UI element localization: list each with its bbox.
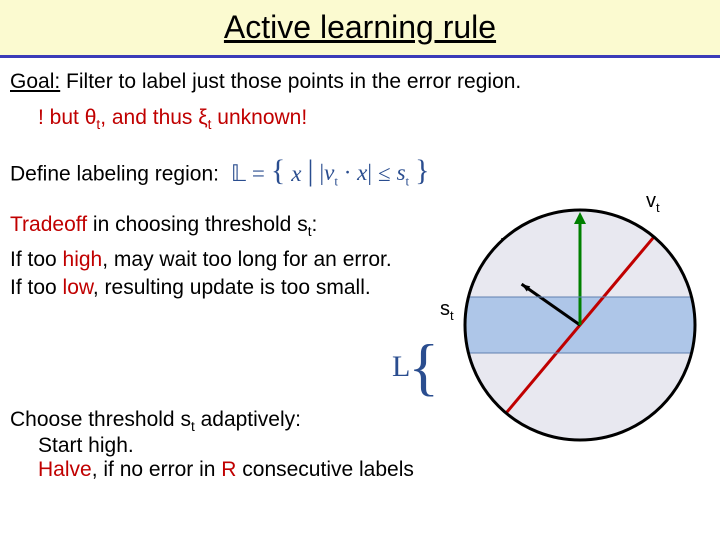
title-band: Active learning rule <box>0 0 720 58</box>
goal-text: Filter to label just those points in the… <box>60 70 521 93</box>
choose-line-1: Choose threshold st adaptively: <box>10 408 414 434</box>
warning-line: ! but θt, and thus ξt unknown! <box>38 104 710 135</box>
page-title: Active learning rule <box>224 9 496 46</box>
L-brace-label: L{ <box>392 318 441 392</box>
choose-block: Choose threshold st adaptively: Start hi… <box>10 408 414 482</box>
choose-line-2: Start high. <box>38 434 414 458</box>
choose-line-3: Halve, if no error in R consecutive labe… <box>38 458 414 482</box>
formula: 𝕃 = { x | |vt · x| ≤ st } <box>231 153 430 194</box>
define-line: Define labeling region: 𝕃 = { x | |vt · … <box>10 153 710 194</box>
goal-label: Goal: <box>10 70 60 93</box>
region-diagram <box>455 200 705 450</box>
define-text: Define labeling region: <box>10 163 219 186</box>
st-label: st <box>440 298 454 323</box>
goal-line: Goal: Filter to label just those points … <box>10 68 710 96</box>
